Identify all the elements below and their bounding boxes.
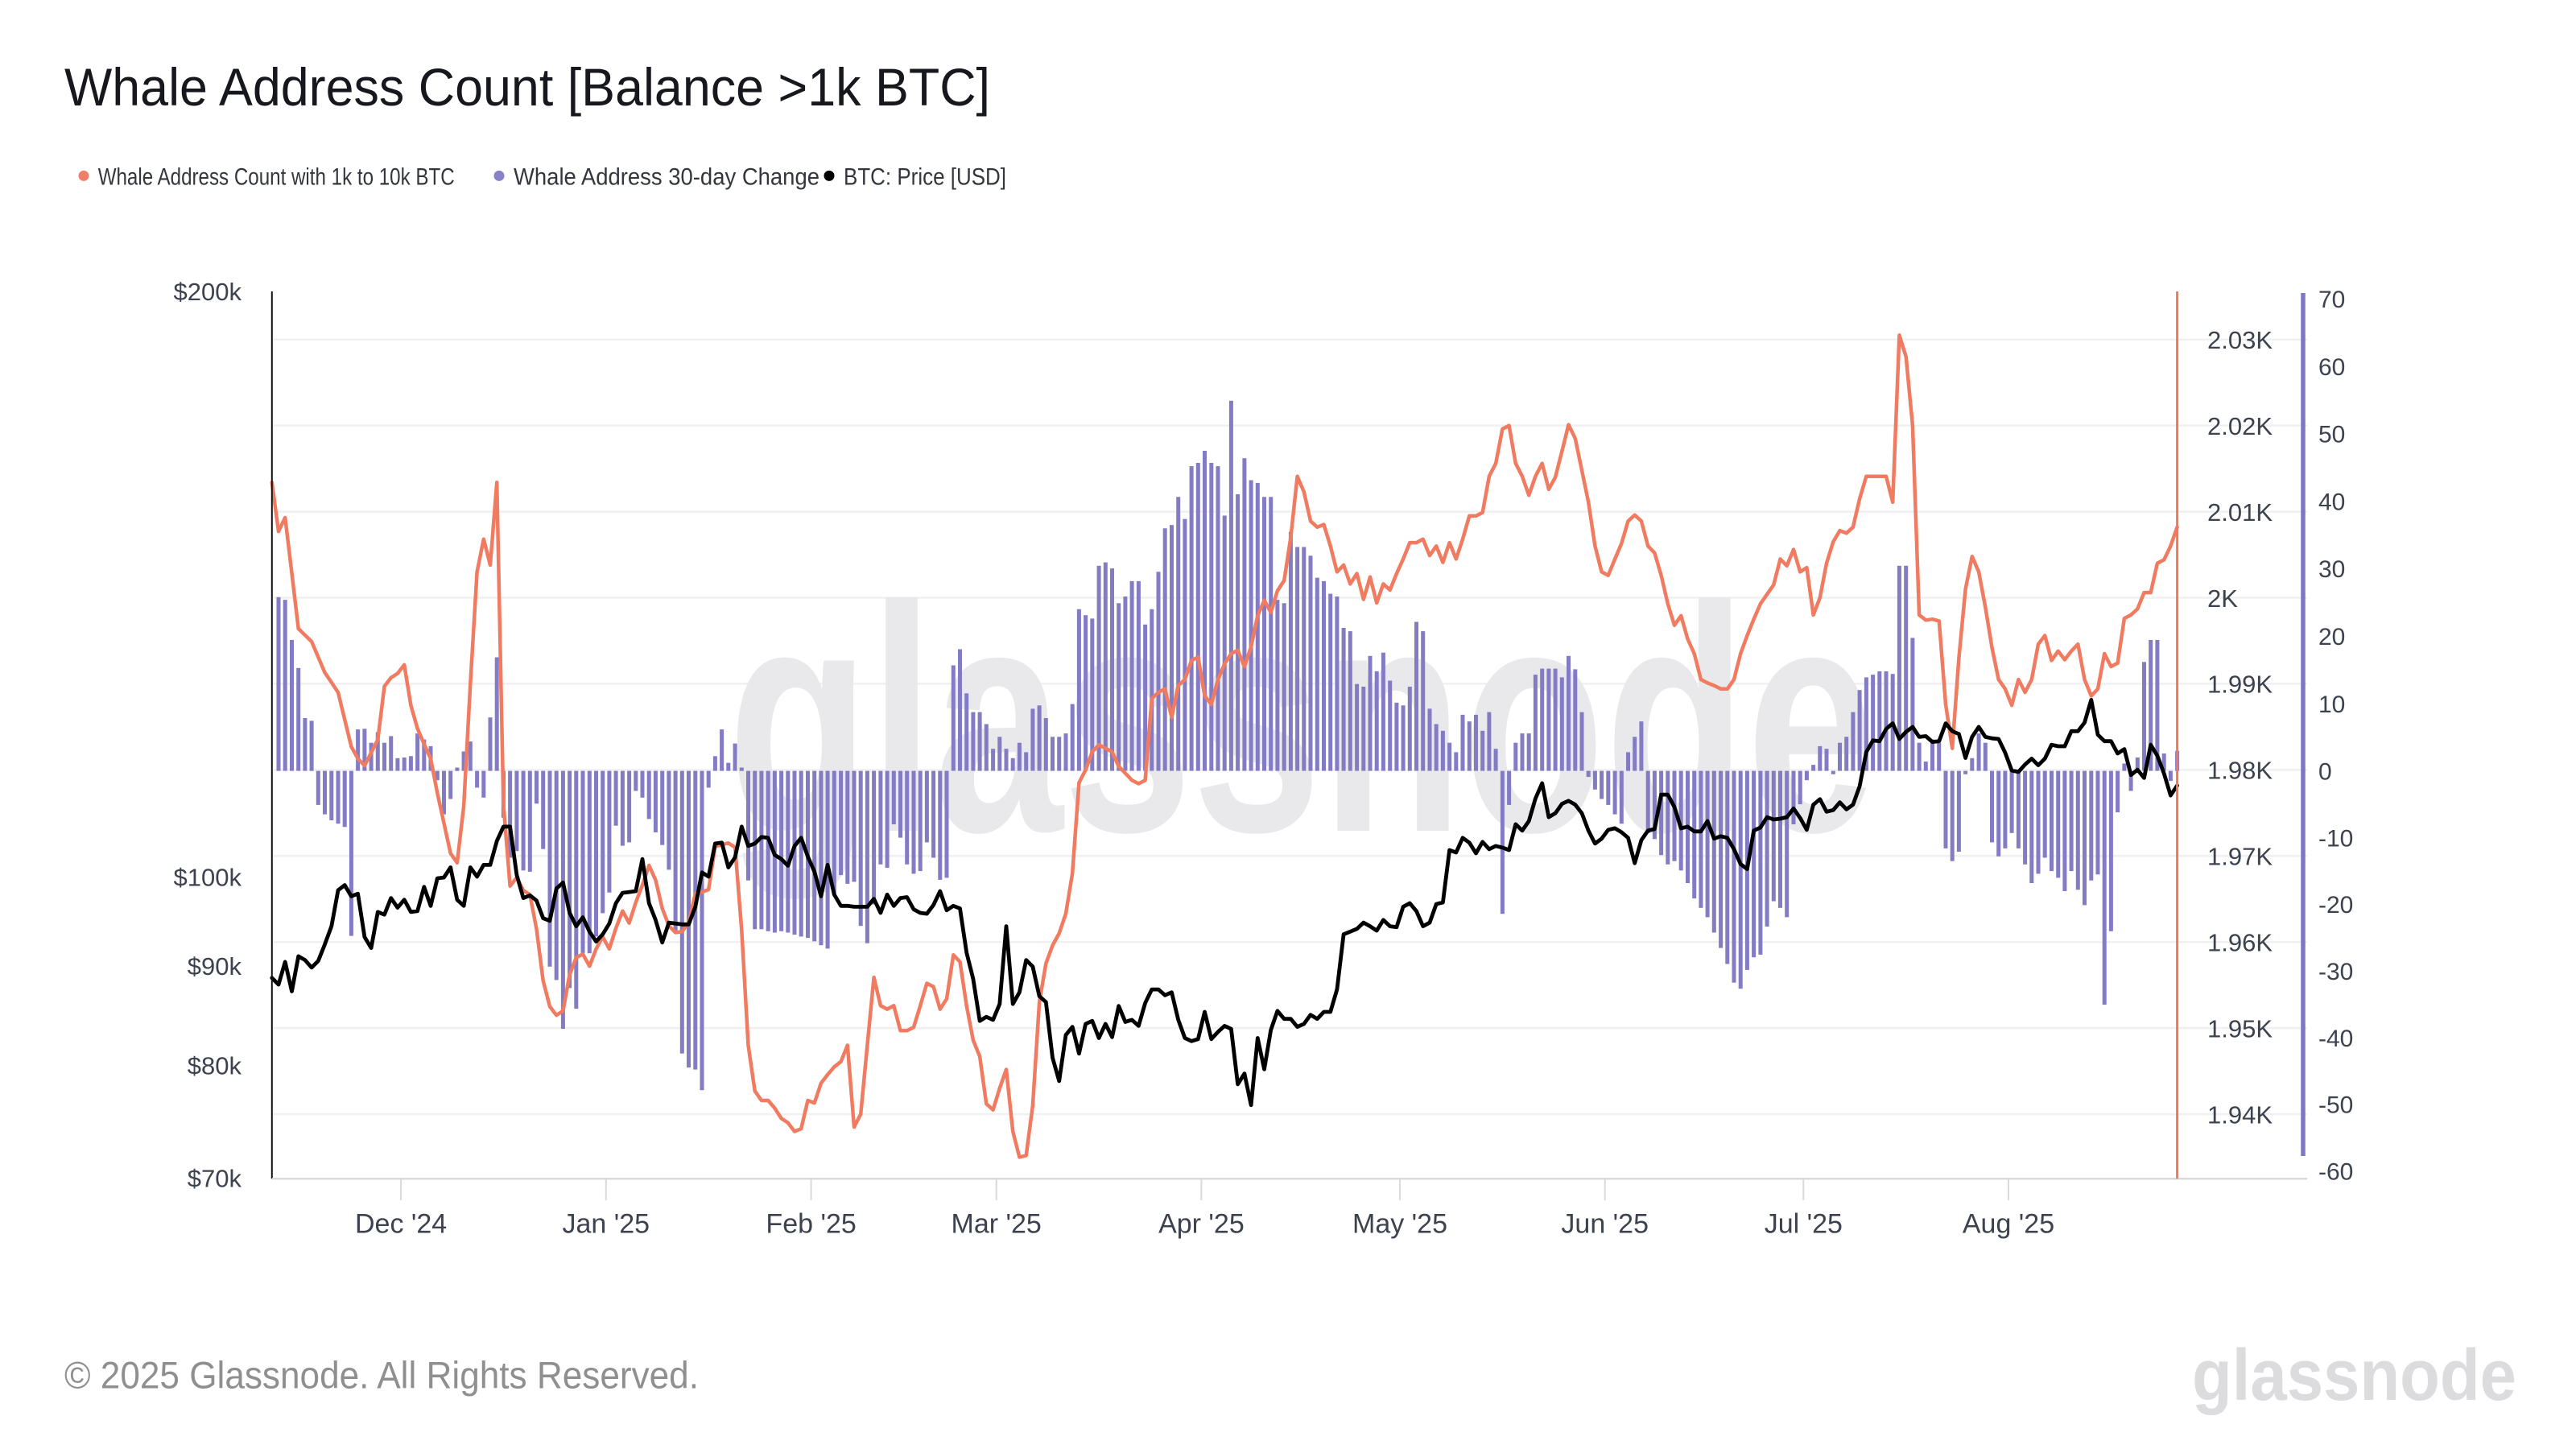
svg-text:-60: -60 [2318,1158,2353,1185]
svg-text:glassnode: glassnode [728,539,1876,902]
svg-text:Jan '25: Jan '25 [563,1209,650,1240]
svg-text:60: 60 [2318,354,2345,381]
svg-text:Whale Address Count with 1k to: Whale Address Count with 1k to 10k BTC [98,164,455,191]
svg-text:glassnode: glassnode [2192,1335,2516,1416]
svg-text:Aug '25: Aug '25 [1963,1209,2054,1240]
svg-text:Jul '25: Jul '25 [1765,1209,1843,1240]
svg-text:-40: -40 [2318,1026,2353,1052]
svg-text:2.03K: 2.03K [2207,326,2273,354]
svg-text:May '25: May '25 [1352,1209,1447,1240]
svg-text:-50: -50 [2318,1092,2353,1119]
svg-text:1.98K: 1.98K [2207,757,2273,785]
svg-text:Feb '25: Feb '25 [766,1209,856,1240]
svg-text:10: 10 [2318,691,2345,718]
svg-text:Mar '25: Mar '25 [952,1209,1042,1240]
svg-text:Whale Address 30-day Change: Whale Address 30-day Change [514,164,819,191]
svg-text:2.01K: 2.01K [2207,498,2273,526]
svg-text:50: 50 [2318,422,2345,448]
svg-text:Apr '25: Apr '25 [1158,1209,1245,1240]
svg-text:$70k: $70k [188,1165,242,1193]
svg-text:BTC: Price [USD]: BTC: Price [USD] [844,164,1006,191]
svg-text:20: 20 [2318,624,2345,650]
svg-text:1.94K: 1.94K [2207,1100,2273,1129]
svg-text:1.96K: 1.96K [2207,929,2273,957]
svg-text:70: 70 [2318,287,2345,313]
svg-text:30: 30 [2318,556,2345,583]
svg-text:1.97K: 1.97K [2207,843,2273,871]
svg-text:$100k: $100k [174,863,242,891]
svg-text:$80k: $80k [188,1051,242,1080]
svg-text:0: 0 [2318,759,2332,786]
svg-text:2.02K: 2.02K [2207,412,2273,440]
svg-text:1.99K: 1.99K [2207,671,2273,699]
svg-text:-10: -10 [2318,825,2353,852]
svg-text:40: 40 [2318,489,2345,515]
svg-text:Dec '24: Dec '24 [355,1209,447,1240]
svg-text:2K: 2K [2207,584,2238,613]
svg-text:1.95K: 1.95K [2207,1014,2273,1042]
svg-text:$90k: $90k [188,952,242,980]
svg-text:© 2025 Glassnode. All Rights R: © 2025 Glassnode. All Rights Reserved. [64,1354,699,1397]
svg-text:Whale Address Count [Balance >: Whale Address Count [Balance >1k BTC] [64,57,990,117]
svg-text:$200k: $200k [174,278,242,306]
svg-text:Jun '25: Jun '25 [1561,1209,1649,1240]
svg-text:-30: -30 [2318,959,2353,985]
svg-text:-20: -20 [2318,892,2353,919]
